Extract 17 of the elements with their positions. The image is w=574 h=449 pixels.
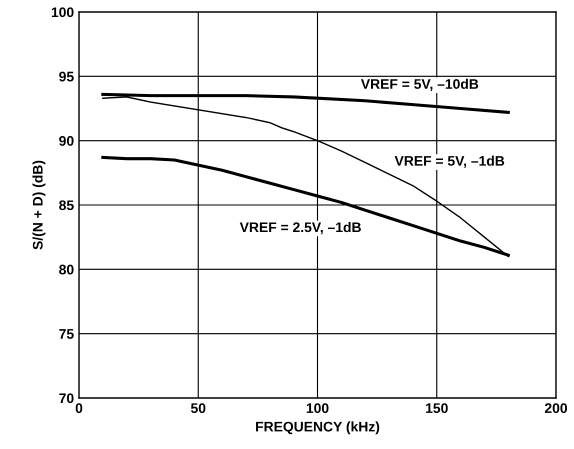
- y-tick-label: 75: [59, 329, 74, 339]
- y-tick-label: 70: [59, 393, 74, 404]
- y-tick-label: 85: [59, 200, 74, 210]
- x-tick-label: 200: [544, 403, 568, 414]
- y-axis-title: S/(N + D) (dB): [32, 160, 46, 250]
- x-tick-label: 0: [76, 403, 82, 414]
- x-tick-label: 100: [306, 403, 329, 414]
- y-tick-label: 80: [59, 264, 74, 275]
- y-tick-label: 95: [59, 72, 74, 82]
- series-label: VREF = 5V, –10dB: [360, 78, 478, 91]
- x-tick-label: 50: [190, 403, 206, 414]
- x-axis-title: FREQUENCY (kHz): [256, 421, 380, 434]
- y-tick-label: 90: [59, 136, 74, 146]
- y-tick-label: 100: [52, 7, 74, 18]
- series-label: VREF = 2.5V, –1dB: [240, 222, 361, 234]
- x-tick-label: 150: [426, 403, 448, 414]
- series-label: VREF = 5V, –1dB: [394, 156, 504, 168]
